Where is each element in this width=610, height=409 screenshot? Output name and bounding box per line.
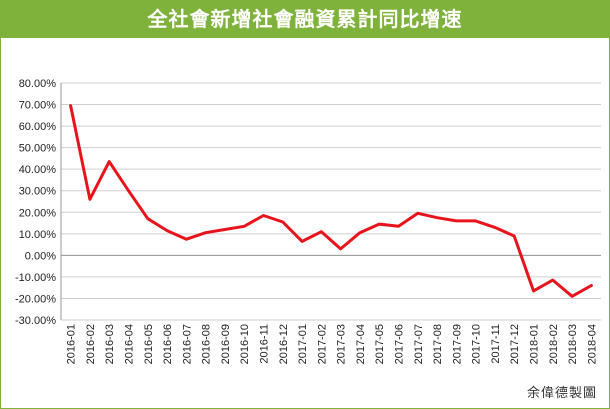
x-tick-label: 2016-06 [162,324,174,364]
y-tick-label: 50.00% [19,143,57,155]
title-bar [1,1,609,38]
x-tick-label: 2017-11 [490,324,502,364]
y-tick-label: 20.00% [19,207,57,219]
x-tick-label: 2016-04 [124,324,136,364]
y-tick-label: 30.00% [19,186,57,198]
x-tick-label: 2016-02 [85,324,97,364]
series-line [69,104,593,298]
x-tick-label: 2017-01 [297,324,309,364]
y-tick-label: -10.00% [15,272,56,284]
x-tick-label: 2017-09 [451,324,463,364]
y-tick-label: -20.00% [15,293,56,305]
x-tick-label: 2016-11 [259,324,271,364]
y-tick-label: 80.00% [19,78,57,90]
x-tick-label: 2016-05 [143,324,155,364]
x-tick-label: 2016-12 [278,324,290,364]
x-tick-label: 2016-10 [239,324,251,364]
x-tick-label: 2017-07 [413,324,425,364]
x-tick-label: 2017-06 [394,324,406,364]
y-tick-label: -30.00% [15,315,56,327]
x-tick-label: 2018-01 [529,324,541,364]
line-chart: -30.00% -20.00% -10.00% 0.00% 10.00% 20.00% 30… [15,78,601,364]
x-tick-label: 2017-12 [509,324,521,364]
y-tick-label: 70.00% [19,100,57,112]
x-tick-label: 2017-04 [355,324,367,364]
y-tick-label: 60.00% [19,121,57,133]
x-tick-label: 2017-05 [374,324,386,364]
y-tick-label: 0.00% [25,250,56,262]
x-tick-label: 2018-03 [567,324,579,364]
chart-title: 全社會新增社會融資累計同比增速 [147,7,463,31]
x-tick-label: 2016-09 [220,324,232,364]
x-tick-label: 2016-01 [66,324,78,364]
y-tick-label: 40.00% [19,164,57,176]
x-tick-label: 2017-03 [336,324,348,364]
x-tick-label: 2017-10 [471,324,483,364]
x-tick-label: 2016-08 [201,324,213,364]
x-tick-label: 2018-04 [586,324,598,364]
y-tick-label: 10.00% [19,229,57,241]
x-tick-label: 2016-07 [181,324,193,364]
x-tick-label: 2016-03 [104,324,116,364]
x-tick-label: 2017-02 [316,324,328,364]
x-tick-label: 2018-02 [548,324,560,364]
x-tick-label: 2017-08 [432,324,444,364]
credit-text: 余偉德製圖 [526,386,597,401]
